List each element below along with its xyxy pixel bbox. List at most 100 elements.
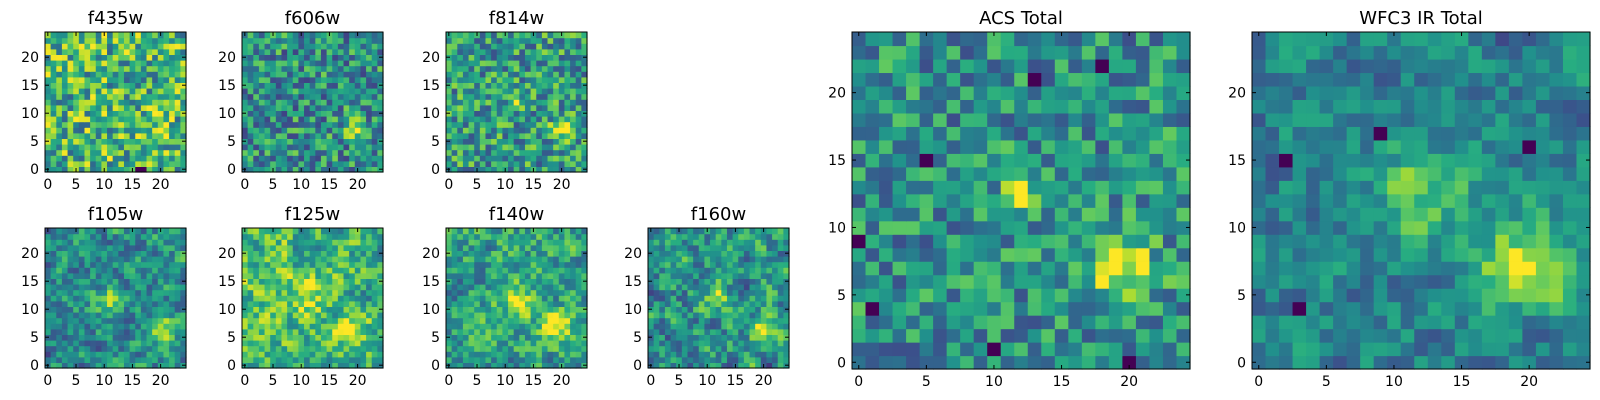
heatmap-cell bbox=[451, 356, 458, 363]
heatmap-cell bbox=[687, 228, 694, 235]
heatmap-cell bbox=[129, 104, 136, 111]
heatmap-cell bbox=[721, 323, 728, 330]
heatmap-cell bbox=[726, 345, 734, 352]
heatmap-cell bbox=[558, 65, 566, 72]
heatmap-cell bbox=[524, 345, 532, 352]
heatmap-cell bbox=[564, 328, 571, 335]
heatmap-cell bbox=[524, 110, 532, 117]
heatmap-cell bbox=[50, 244, 57, 251]
heatmap-cell bbox=[474, 351, 481, 358]
heatmap-cell bbox=[738, 295, 745, 302]
heatmap-cell bbox=[112, 127, 119, 134]
heatmap-cell bbox=[906, 261, 921, 276]
heatmap-cell bbox=[502, 233, 509, 240]
heatmap-cell bbox=[462, 250, 470, 257]
heatmap-cell bbox=[524, 88, 532, 95]
heatmap-cell bbox=[715, 345, 722, 352]
heatmap-cell bbox=[377, 267, 384, 274]
heatmap-cell bbox=[315, 155, 322, 162]
heatmap-cell bbox=[309, 155, 316, 162]
heatmap-cell bbox=[541, 110, 549, 117]
heatmap-cell bbox=[157, 48, 165, 55]
heatmap-cell bbox=[446, 345, 453, 352]
heatmap-cell bbox=[496, 351, 503, 358]
heatmap-cell bbox=[704, 345, 711, 352]
heatmap-cell bbox=[349, 244, 356, 251]
heatmap-cell bbox=[129, 300, 136, 307]
heatmap-cell bbox=[343, 244, 350, 251]
heatmap-cell bbox=[919, 301, 934, 316]
heatmap-cell bbox=[146, 104, 153, 111]
heatmap-cell bbox=[973, 207, 988, 222]
heatmap-cell bbox=[270, 340, 277, 347]
heatmap-cell bbox=[541, 88, 549, 95]
heatmap-cell bbox=[508, 127, 515, 134]
heatmap-cell bbox=[371, 239, 378, 246]
heatmap-cell bbox=[129, 48, 136, 55]
heatmap-cell bbox=[1108, 301, 1123, 316]
heatmap-cell bbox=[163, 256, 170, 263]
heatmap-cell bbox=[90, 116, 97, 123]
heatmap-cell bbox=[163, 144, 170, 151]
heatmap-cell bbox=[349, 289, 356, 296]
heatmap-cell bbox=[1162, 220, 1178, 235]
heatmap-cell bbox=[287, 256, 294, 263]
heatmap-cell bbox=[530, 312, 537, 319]
heatmap-cell bbox=[118, 295, 125, 302]
heatmap-cell bbox=[253, 104, 260, 111]
heatmap-cell bbox=[50, 54, 57, 61]
heatmap-cell bbox=[852, 274, 867, 289]
heatmap-cell bbox=[163, 82, 170, 89]
heatmap-cell bbox=[1108, 166, 1123, 181]
heatmap-cell bbox=[78, 37, 86, 44]
heatmap-cell bbox=[721, 356, 728, 363]
heatmap-cell bbox=[547, 76, 554, 83]
heatmap-cell bbox=[446, 93, 453, 100]
heatmap-cell bbox=[479, 121, 487, 128]
heatmap-cell bbox=[84, 76, 91, 83]
heatmap-cell bbox=[755, 334, 762, 341]
heatmap-cell bbox=[129, 340, 136, 347]
heatmap-cell bbox=[343, 54, 350, 61]
heatmap-cell bbox=[704, 233, 711, 240]
heatmap-cell bbox=[304, 306, 311, 313]
heatmap-cell bbox=[726, 250, 734, 257]
heatmap-cell bbox=[1176, 261, 1191, 276]
heatmap-cell bbox=[50, 43, 57, 50]
heatmap-cell bbox=[366, 261, 373, 268]
heatmap-cell bbox=[50, 239, 57, 246]
heatmap-cell bbox=[270, 289, 277, 296]
heatmap-cell bbox=[135, 132, 142, 139]
heatmap-cell bbox=[343, 351, 350, 358]
heatmap-cell bbox=[457, 65, 464, 72]
heatmap-cell bbox=[56, 160, 63, 167]
heatmap-cell bbox=[519, 300, 526, 307]
heatmap-cell bbox=[258, 166, 266, 173]
heatmap-cell bbox=[304, 132, 311, 139]
heatmap-cell bbox=[90, 272, 97, 279]
heatmap-cell bbox=[129, 82, 136, 89]
heatmap-cell bbox=[462, 99, 470, 106]
heatmap-cell bbox=[575, 132, 582, 139]
heatmap-cell bbox=[670, 261, 677, 268]
heatmap-cell bbox=[61, 76, 69, 83]
heatmap-cell bbox=[496, 82, 503, 89]
heatmap-cell bbox=[270, 233, 277, 240]
heatmap-cell bbox=[496, 104, 503, 111]
heatmap-cell bbox=[1000, 261, 1015, 276]
heatmap-cell bbox=[558, 328, 566, 335]
heatmap-cell bbox=[78, 284, 86, 291]
heatmap-cell bbox=[140, 160, 148, 167]
heatmap-cell bbox=[581, 155, 588, 162]
heatmap-cell bbox=[575, 362, 582, 369]
heatmap-cell bbox=[343, 37, 350, 44]
heatmap-cell bbox=[670, 328, 677, 335]
heatmap-cell bbox=[360, 104, 367, 111]
heatmap-cell bbox=[919, 261, 934, 276]
heatmap-cell bbox=[1068, 220, 1083, 235]
heatmap-cell bbox=[67, 233, 74, 240]
heatmap-cell bbox=[270, 37, 277, 44]
heatmap-cell bbox=[163, 345, 170, 352]
heatmap-cell bbox=[129, 76, 136, 83]
heatmap-cell bbox=[253, 99, 260, 106]
